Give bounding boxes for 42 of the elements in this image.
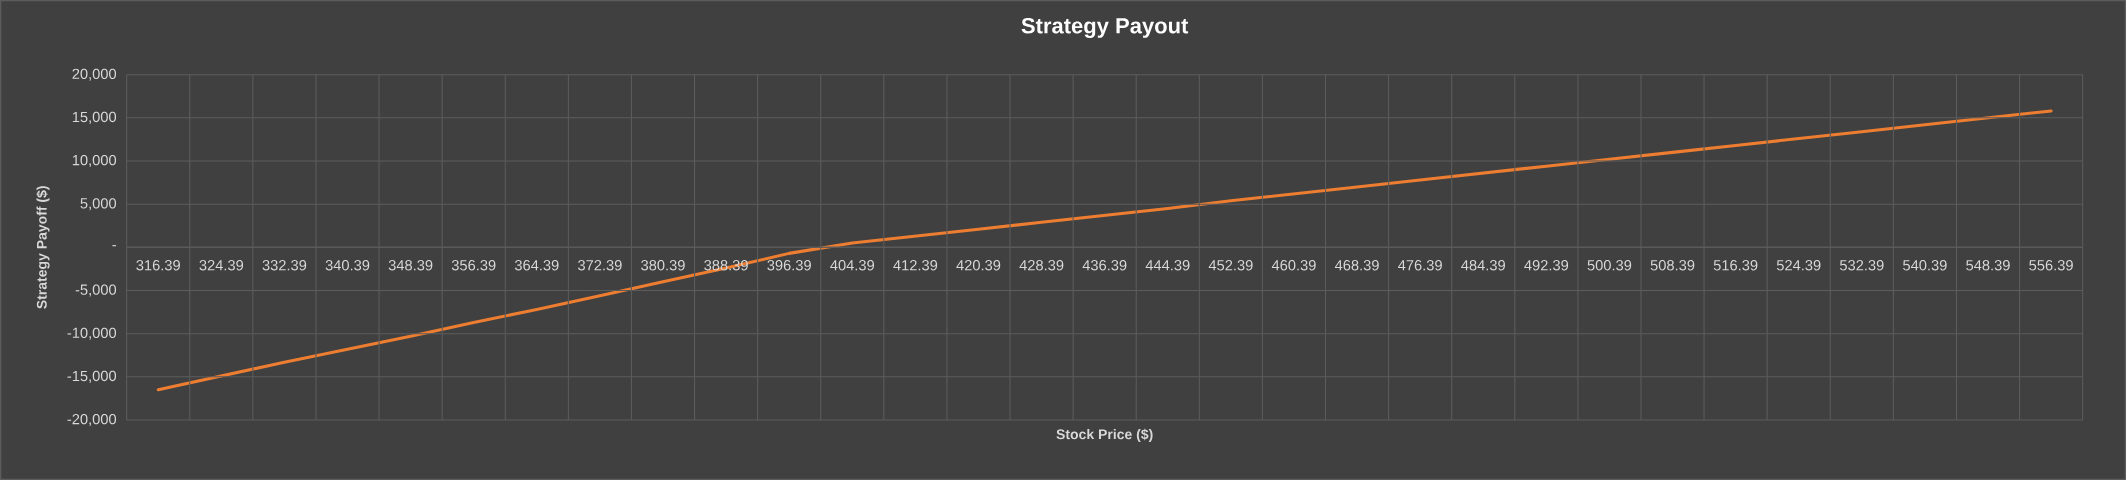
x-tick-label: 452.39 — [1208, 260, 1253, 271]
y-tick-label: -5,000 — [75, 284, 117, 297]
x-tick-label: 356.39 — [451, 260, 496, 271]
x-tick-label: 548.39 — [1966, 260, 2010, 271]
x-tick-label: 468.39 — [1334, 260, 1379, 271]
chart-title: Strategy Payout — [1021, 17, 1189, 38]
x-tick-label: 404.39 — [830, 260, 875, 271]
y-tick-label: 20,000 — [72, 68, 117, 81]
x-tick-label: 556.39 — [2029, 260, 2073, 271]
x-tick-label: 340.39 — [325, 260, 370, 271]
x-tick-label: 444.39 — [1145, 260, 1190, 271]
x-tick-label: 420.39 — [956, 260, 1001, 271]
y-tick-label: - — [112, 245, 116, 247]
x-tick-label: 324.39 — [199, 260, 244, 271]
x-tick-label: 540.39 — [1903, 260, 1947, 271]
y-tick-label: 15,000 — [72, 111, 117, 124]
x-tick-label: 516.39 — [1713, 260, 1758, 271]
x-axis-title: Stock Price ($) — [1056, 428, 1153, 443]
x-tick-label: 396.39 — [767, 260, 811, 271]
x-tick-label: 428.39 — [1019, 260, 1064, 271]
x-tick-label: 372.39 — [578, 260, 622, 271]
x-tick-label: 380.39 — [641, 260, 685, 271]
y-tick-label: -15,000 — [67, 370, 117, 383]
x-tick-label: 524.39 — [1776, 260, 1821, 271]
y-tick-label: -10,000 — [67, 327, 117, 340]
y-axis-title: Strategy Payoff ($) — [36, 186, 50, 309]
x-tick-label: 460.39 — [1271, 260, 1316, 271]
x-tick-label: 412.39 — [893, 260, 938, 271]
y-tick-label: 5,000 — [80, 198, 117, 211]
x-tick-label: 332.39 — [262, 260, 307, 271]
x-tick-label: 500.39 — [1587, 260, 1632, 271]
x-tick-label: 476.39 — [1398, 260, 1442, 271]
x-tick-label: 492.39 — [1524, 260, 1569, 271]
x-tick-label: 316.39 — [136, 260, 180, 271]
x-tick-label: 436.39 — [1082, 260, 1127, 271]
x-tick-label: 364.39 — [514, 260, 559, 271]
x-tick-label: 508.39 — [1650, 260, 1695, 271]
x-tick-label: 348.39 — [388, 260, 433, 271]
x-tick-label: 532.39 — [1839, 260, 1884, 271]
y-tick-label: -20,000 — [67, 413, 117, 427]
y-tick-label: 10,000 — [72, 154, 117, 168]
x-tick-label: 484.39 — [1461, 260, 1505, 271]
